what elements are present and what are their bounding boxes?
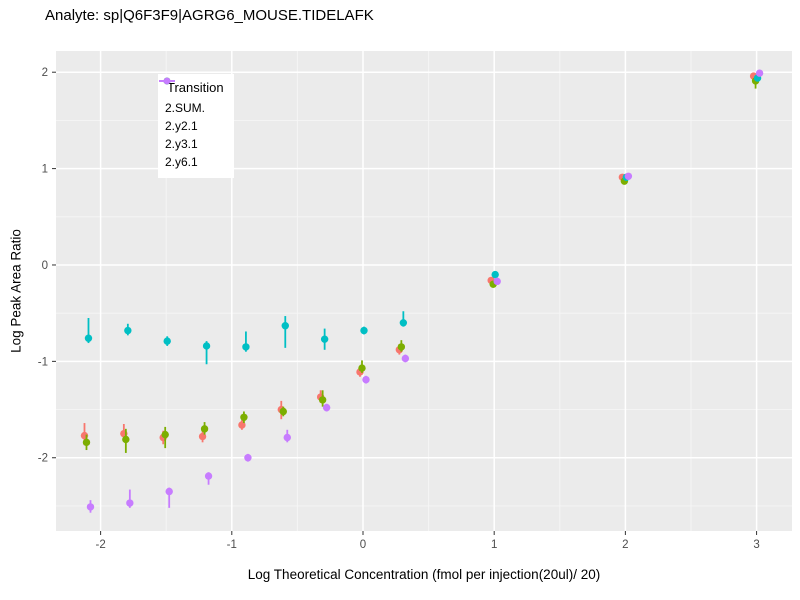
gridlines-major	[56, 51, 792, 531]
data-point	[161, 430, 169, 439]
legend-items: 2.SUM. 2.y2.1 2.y3.1 2.y6.1	[159, 77, 224, 171]
data-point	[244, 454, 252, 462]
legend: Transition 2.SUM. 2.y2.1 2.y3.1 2.y6.1	[158, 74, 234, 178]
x-tick-label: 2	[622, 539, 628, 551]
data-point	[755, 69, 764, 77]
data-point	[240, 413, 248, 421]
data-point	[358, 364, 366, 372]
data-point	[283, 433, 291, 442]
data-point	[320, 335, 329, 343]
series-2.y6.1	[86, 69, 764, 513]
legend-item-label: 2.y3.1	[165, 137, 198, 151]
data-point	[401, 354, 410, 363]
x-tick-label: -1	[227, 539, 237, 551]
series-2.y2.1	[82, 77, 760, 453]
x-tick-label: -2	[95, 539, 105, 551]
data-point	[322, 403, 331, 412]
data-point	[198, 432, 207, 441]
data-point	[281, 321, 289, 330]
data-point	[122, 435, 130, 444]
legend-key-pointrange-icon	[159, 77, 175, 85]
legend-item-label: 2.y6.1	[165, 155, 198, 169]
data-point	[124, 326, 132, 335]
axis-tick-marks	[52, 71, 758, 535]
y-tick-label: 2	[42, 67, 48, 79]
gridlines-minor	[56, 51, 792, 531]
x-axis-title: Log Theoretical Concentration (fmol per …	[247, 567, 601, 582]
legend-title: Transition	[167, 80, 224, 95]
y-tick-label: 0	[42, 260, 48, 272]
legend-item-2.y2.1: 2.y2.1	[159, 77, 224, 135]
legend-item-2.SUM.: 2.SUM.	[159, 77, 224, 117]
data-point	[165, 487, 173, 496]
legend-item-2.y3.1: 2.y3.1	[159, 77, 224, 153]
y-axis-title: Log Peak Area Ratio	[8, 229, 24, 353]
data-point	[279, 407, 287, 416]
data-point	[200, 425, 209, 433]
data-point	[84, 334, 93, 342]
data-point	[397, 343, 406, 351]
data-point	[624, 172, 633, 181]
data-point	[238, 421, 246, 429]
data-point	[86, 503, 95, 511]
chart-title: Analyte: sp|Q6F3F9|AGRG6_MOUSE.TIDELAFK	[45, 7, 374, 24]
data-point	[491, 270, 499, 279]
data-point	[126, 499, 134, 507]
data-point	[360, 326, 368, 335]
y-tick-label: 1	[42, 164, 48, 176]
y-tick-label: -1	[38, 356, 48, 368]
axis-tick-labels: -2 -1 0 1 2 3 -2 -1 0 1 2	[38, 67, 760, 551]
data-point	[202, 342, 211, 350]
legend-item-2.y6.1: 2.y6.1	[159, 77, 224, 171]
data-point	[493, 277, 501, 286]
legend-item-label: 2.y2.1	[165, 119, 198, 133]
data-point	[318, 396, 327, 404]
data-point	[399, 319, 408, 327]
data-point	[242, 343, 250, 351]
legend-item-label: 2.SUM.	[165, 101, 206, 115]
x-tick-label: 0	[360, 539, 366, 551]
data-point	[82, 438, 91, 447]
data-point	[204, 472, 213, 480]
x-tick-label: 1	[491, 539, 497, 551]
x-tick-label: 3	[753, 539, 759, 551]
data-point	[362, 375, 370, 384]
y-tick-label: -2	[38, 453, 48, 465]
data-point	[163, 337, 171, 345]
